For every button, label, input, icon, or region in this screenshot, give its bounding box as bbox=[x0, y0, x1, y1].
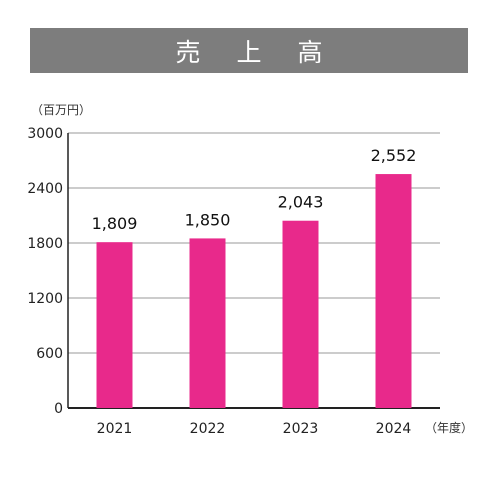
data-label-2023: 2,043 bbox=[278, 193, 324, 212]
y-tick-label: 600 bbox=[36, 346, 63, 362]
bar-2021 bbox=[96, 242, 133, 408]
y-tick-label: 1200 bbox=[27, 291, 63, 307]
data-label-2024: 2,552 bbox=[371, 146, 417, 165]
x-tick-label-2024: 2024 bbox=[376, 421, 412, 437]
bar-2023 bbox=[282, 220, 319, 408]
y-tick-label: 1800 bbox=[27, 236, 63, 252]
data-label-2021: 1,809 bbox=[92, 214, 138, 233]
x-tick-label-2023: 2023 bbox=[283, 421, 319, 437]
y-axis-label: （百万円） bbox=[31, 103, 91, 117]
x-axis-label: （年度） bbox=[425, 420, 473, 435]
x-tick-label-2022: 2022 bbox=[190, 421, 226, 437]
chart-title: 売 上 高 bbox=[175, 37, 337, 67]
bar-2022 bbox=[189, 238, 226, 408]
x-tick-label-2021: 2021 bbox=[97, 421, 133, 437]
y-tick-label: 2400 bbox=[27, 181, 63, 197]
y-tick-label: 3000 bbox=[27, 126, 63, 142]
data-label-2022: 1,850 bbox=[185, 210, 231, 229]
chart-title-bar: 売 上 高 bbox=[30, 28, 468, 73]
y-tick-label: 0 bbox=[54, 401, 63, 417]
bar-2024 bbox=[375, 174, 412, 408]
